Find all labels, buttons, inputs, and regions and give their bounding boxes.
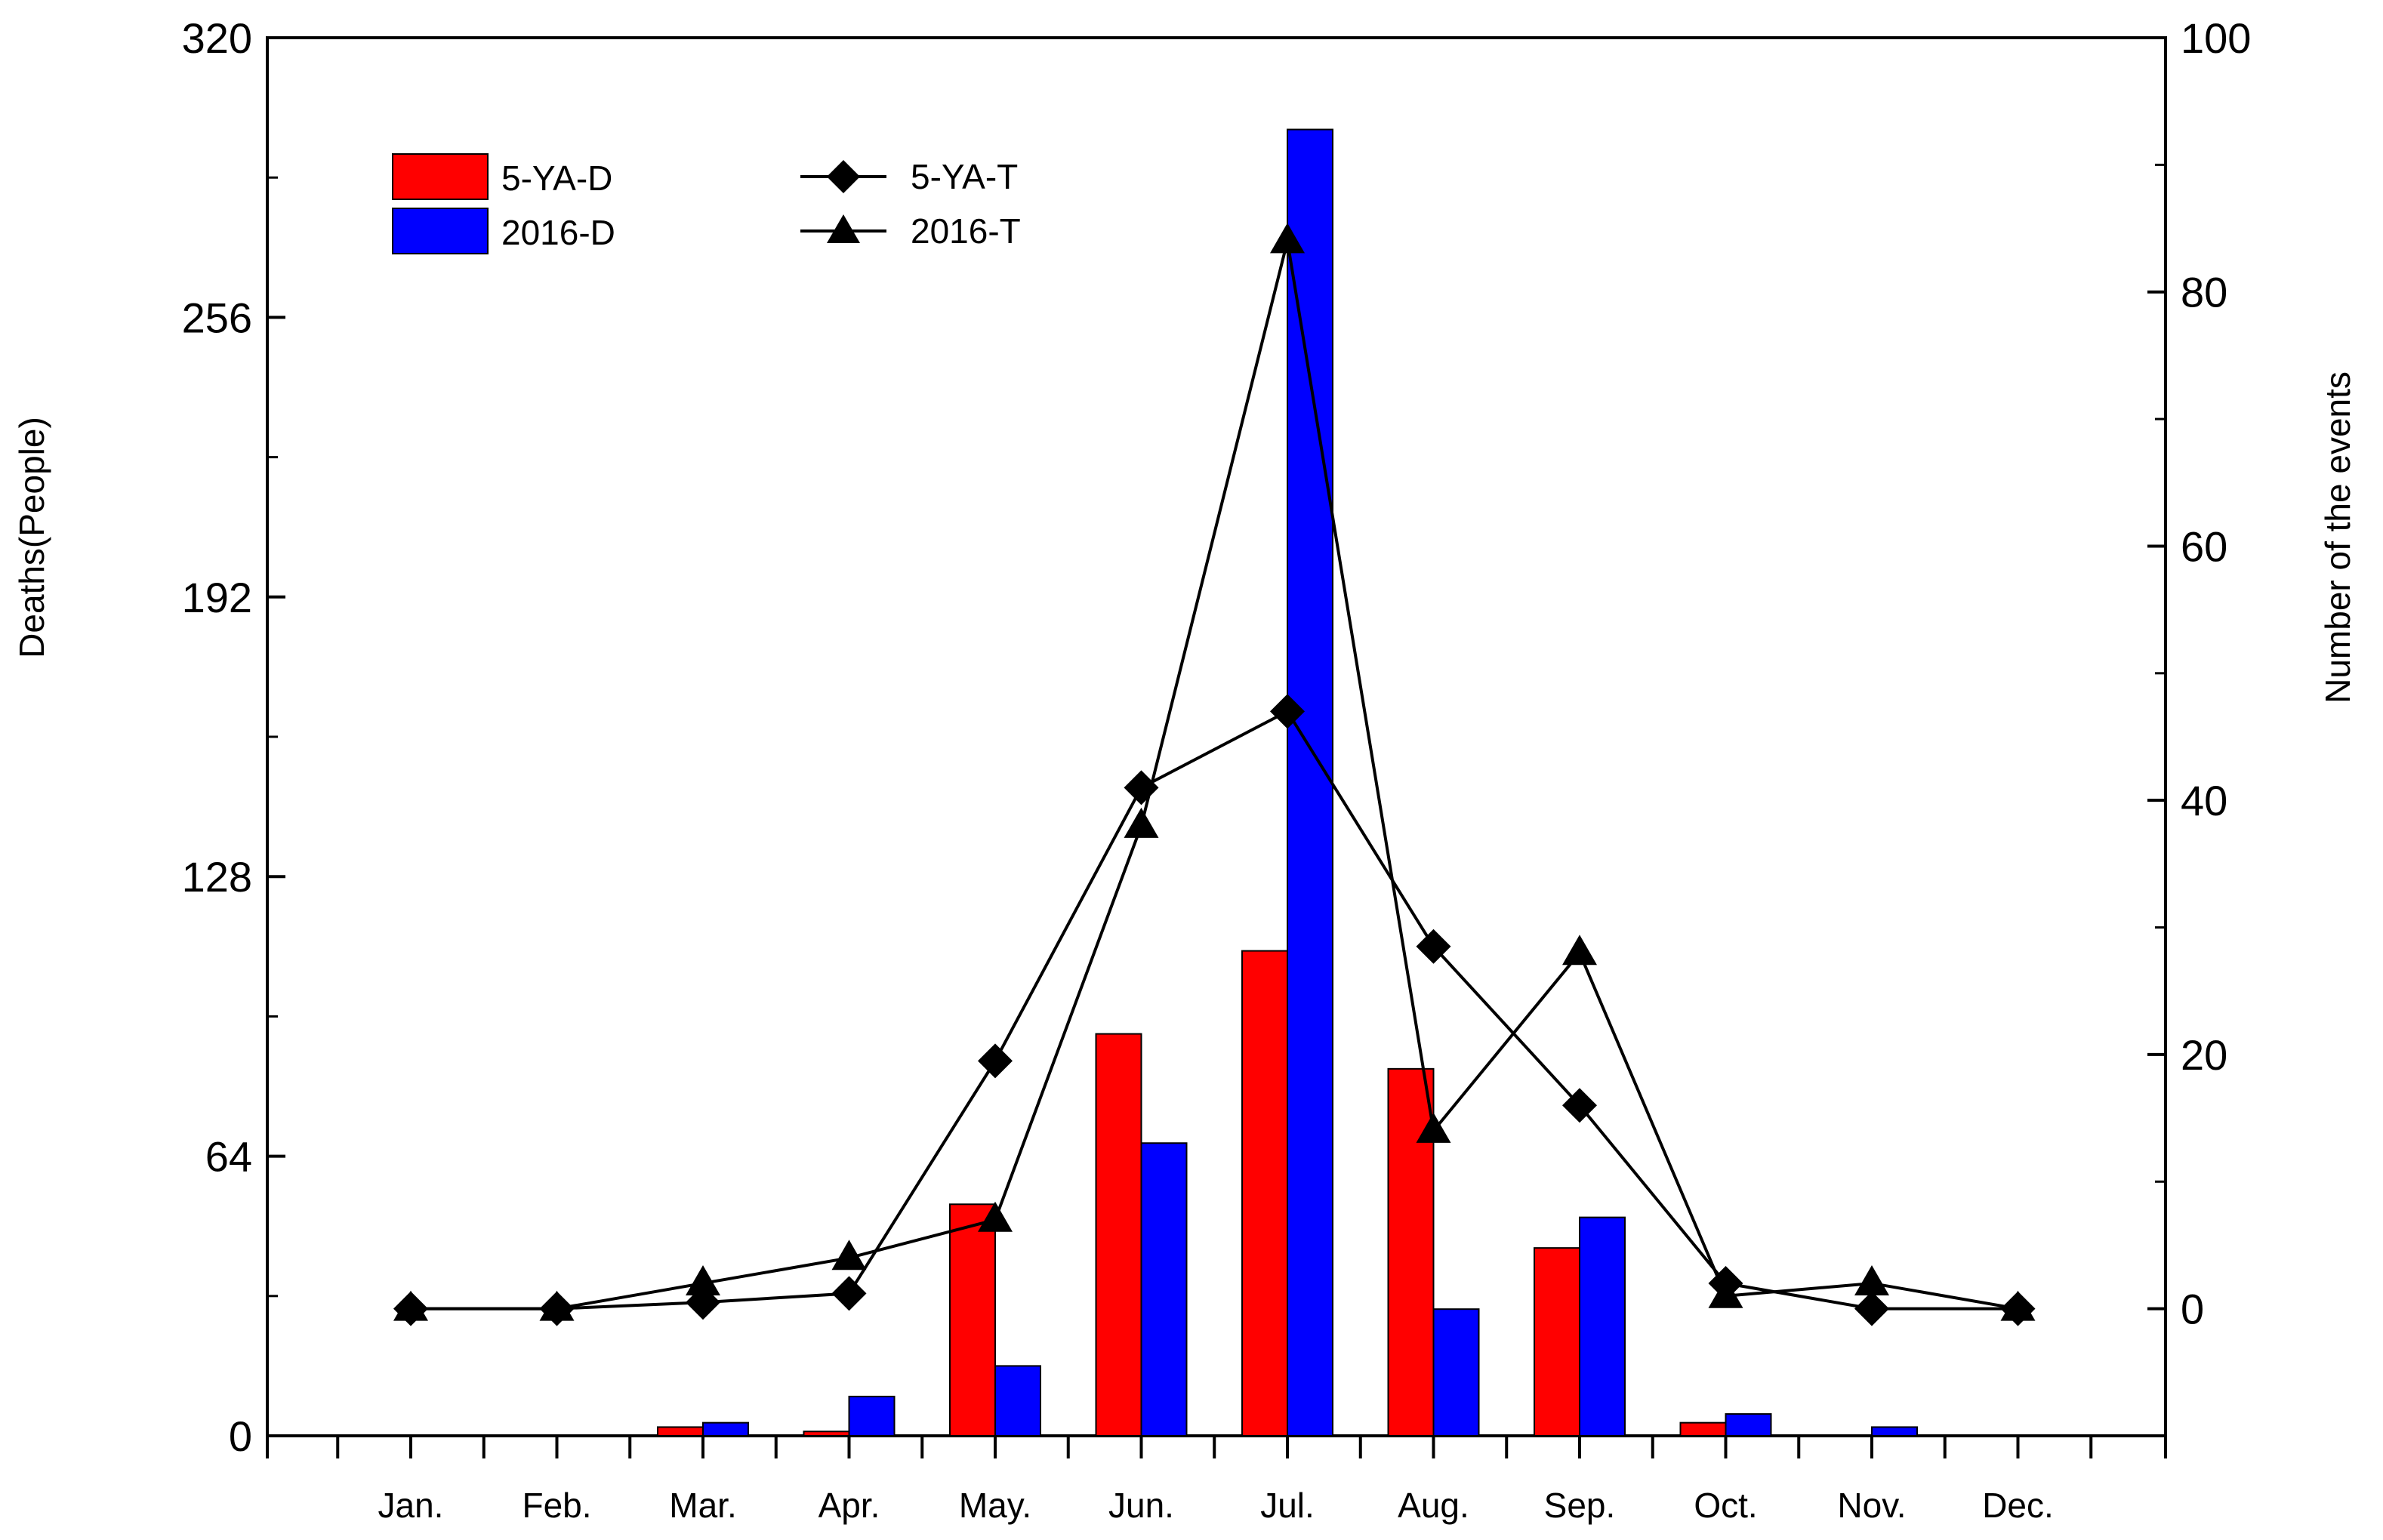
bar-5-ya-d-jul (1241, 950, 1288, 1437)
line-5-ya-t (411, 709, 2018, 1311)
legend-swatch-5-ya-d (392, 153, 489, 200)
x-tick-label-may: May. (959, 1486, 1031, 1525)
marker-2016-t-jul (1270, 223, 1305, 254)
y2-tick-label-1: 20 (2181, 1031, 2227, 1079)
marker-2016-t-mar (686, 1264, 720, 1295)
legend-label-5-ya-d: 5-YA-D (501, 159, 612, 198)
legend-label-5-ya-t: 5-YA-T (911, 157, 1018, 196)
axes: 0 64 128 192 256 320 0 20 40 60 80 100 Jan. Feb. Mar. A… (182, 14, 2252, 1525)
x-tick-label-aug: Aug. (1398, 1486, 1469, 1525)
x-tick-label-mar: Mar. (669, 1486, 736, 1525)
marker-5-ya-t-apr (831, 1276, 867, 1311)
marker-5-ya-t-aug (1416, 929, 1451, 964)
marker-2016-t-sep (1562, 935, 1597, 966)
x-tick-label-dec: Dec. (1982, 1486, 2054, 1525)
bar-2016-d-jul (1287, 128, 1333, 1437)
marker-2016-t-may (978, 1201, 1013, 1232)
legend-label-2016-t: 2016-T (911, 211, 1021, 251)
marker-2016-t-apr (831, 1240, 867, 1270)
bar-5-ya-d-sep (1534, 1247, 1580, 1437)
x-tick-label-feb: Feb. (522, 1486, 591, 1525)
y-axis-title: Deaths(People) (12, 417, 51, 658)
y-tick-label-2: 128 (182, 853, 252, 901)
bar-5-ya-d-apr (803, 1431, 850, 1437)
bar-2016-d-mar (702, 1421, 749, 1437)
bar-2016-d-sep (1579, 1216, 1626, 1437)
legend-marker-triangle (827, 214, 860, 243)
marker-5-ya-t-sep (1562, 1088, 1597, 1123)
marker-5-ya-t-may (978, 1043, 1013, 1079)
bar-2016-d-aug (1432, 1308, 1480, 1437)
bar-5-ya-d-aug (1387, 1067, 1435, 1437)
bar-5-ya-d-jun (1095, 1033, 1142, 1437)
x-tick-label-sep: Sep. (1544, 1486, 1616, 1525)
marker-2016-t-oct (1708, 1277, 1743, 1308)
y2-tick-label-0: 0 (2181, 1286, 2204, 1333)
bar-5-ya-d-oct (1679, 1421, 1727, 1437)
bar-5-ya-d-may (949, 1203, 996, 1437)
marker-2016-t-feb (539, 1290, 575, 1321)
x-tick-label-apr: Apr. (818, 1486, 880, 1525)
y-tick-label-3: 192 (182, 574, 252, 621)
y2-tick-label-4: 80 (2181, 269, 2227, 316)
legend-swatch-2016-d (392, 208, 489, 254)
y-tick-label-1: 64 (205, 1133, 252, 1181)
x-tick-label-nov: Nov. (1837, 1486, 1906, 1525)
legend-marker-diamond (827, 160, 860, 193)
marker-2016-t-dec (2000, 1290, 2036, 1321)
y2-tick-label-3: 60 (2181, 522, 2227, 570)
marker-2016-t-nov (1854, 1264, 1889, 1295)
bar-2016-d-jun (1140, 1142, 1188, 1437)
legend-label-2016-d: 2016-D (501, 213, 615, 252)
y2-tick-label-5: 100 (2181, 14, 2251, 62)
y-tick-label-0: 0 (229, 1412, 252, 1460)
bar-2016-d-may (994, 1365, 1041, 1437)
series-lines (393, 223, 2036, 1326)
x-tick-label-oct: Oct. (1694, 1486, 1757, 1525)
x-tick-label-jul: Jul. (1260, 1486, 1315, 1525)
marker-2016-t-aug (1416, 1112, 1451, 1143)
bar-2016-d-apr (848, 1395, 896, 1437)
bar-5-ya-d-mar (657, 1426, 704, 1437)
x-tick-label-jan: Jan. (378, 1486, 444, 1525)
y-tick-label-5: 320 (182, 14, 252, 62)
y2-tick-label-2: 40 (2181, 777, 2227, 824)
marker-5-ya-t-jul (1270, 694, 1305, 729)
marker-2016-t-jun (1124, 807, 1159, 838)
legend: 5-YA-D 2016-D 5-YA-T 2016-T (392, 153, 1021, 254)
marker-5-ya-t-nov (1854, 1291, 1889, 1326)
bar-2016-d-oct (1725, 1413, 1772, 1437)
bars (657, 128, 1918, 1437)
marker-2016-t-jan (393, 1290, 428, 1321)
y2-axis-title: Number of the events (2318, 371, 2357, 704)
y-tick-label-4: 256 (182, 294, 252, 341)
line-2016-t (411, 240, 2018, 1311)
x-tick-label-jun: Jun. (1108, 1486, 1174, 1525)
bar-2016-d-nov (1871, 1426, 1918, 1437)
